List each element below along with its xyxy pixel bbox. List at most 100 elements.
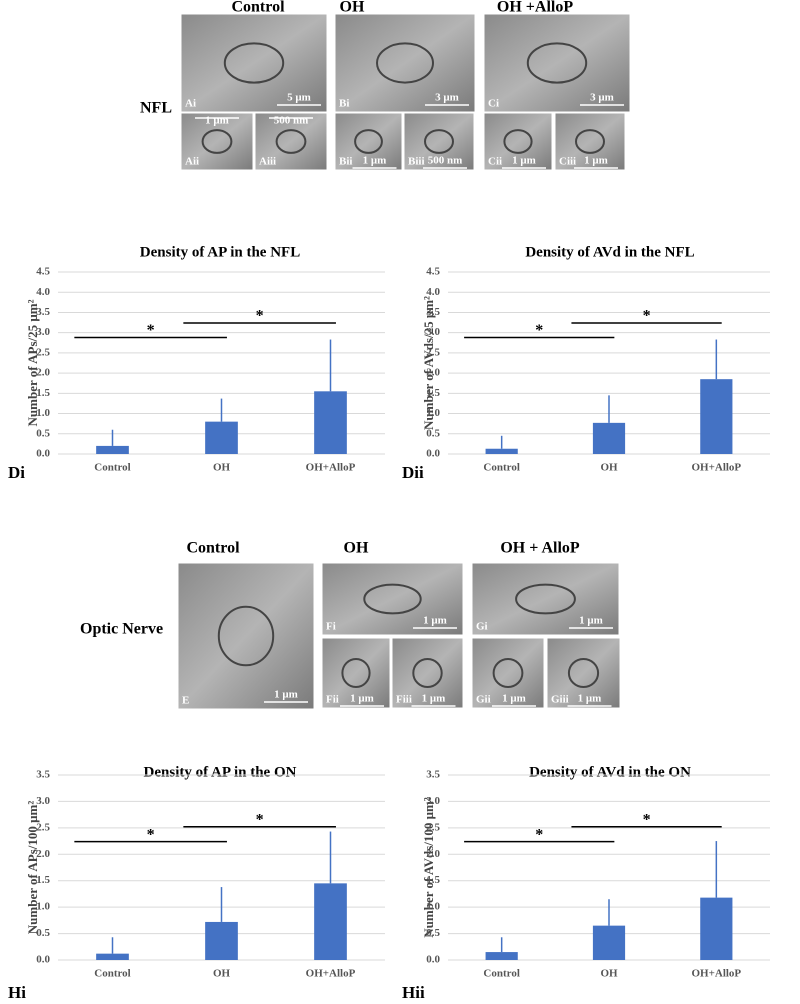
panel-label: Hi — [8, 983, 26, 1002]
bar — [96, 445, 129, 454]
micrograph — [180, 13, 328, 113]
micrograph-feature — [567, 658, 600, 688]
x-tick-label: Control — [94, 968, 130, 980]
micrograph — [546, 637, 621, 709]
panel-label: Hii — [402, 983, 425, 1002]
bar — [96, 953, 129, 960]
significance-star: * — [256, 811, 264, 828]
micrograph-feature — [424, 129, 454, 154]
significance-star: * — [147, 322, 155, 339]
panel-label: Giii — [551, 694, 569, 706]
micrograph — [254, 112, 328, 171]
scale-label: 1 μm — [502, 693, 526, 705]
panel-label: Bi — [339, 98, 349, 110]
y-tick-label: 0.5 — [426, 927, 440, 939]
panel-label: Ciii — [559, 156, 576, 168]
micrograph — [334, 13, 476, 113]
significance-star: * — [643, 308, 651, 325]
micrograph — [391, 637, 464, 709]
scale-label: 3 μm — [590, 92, 614, 104]
micrograph — [180, 112, 254, 171]
panel-label: Fi — [326, 621, 336, 633]
scale-label: 3 μm — [435, 92, 459, 104]
y-tick-label: 0.0 — [36, 448, 50, 460]
panel-label: Aiii — [259, 156, 276, 168]
row-label: NFL — [140, 100, 172, 117]
bar — [205, 921, 238, 960]
column-header: OH — [340, 0, 365, 16]
scale-label: 5 μm — [287, 92, 311, 104]
micrograph-feature — [275, 129, 307, 154]
y-tick-label: 2.0 — [426, 367, 440, 379]
bar — [205, 421, 238, 454]
y-tick-label: 0.0 — [426, 448, 440, 460]
y-axis-label: Number of APs/100 μm² — [25, 801, 40, 935]
panel-label: Gii — [476, 694, 491, 706]
y-tick-label: 4.5 — [36, 266, 50, 278]
micrograph-feature — [515, 583, 576, 615]
x-tick-label: OH+AlloP — [692, 462, 742, 474]
panel-label: Fiii — [396, 694, 412, 706]
micrograph-feature — [526, 42, 588, 84]
y-tick-label: 3.0 — [36, 795, 50, 807]
micrograph-feature — [363, 583, 422, 615]
panel-label: Fii — [326, 694, 339, 706]
chart-title: Density of AP in the ON — [144, 764, 297, 780]
y-tick-label: 2.5 — [426, 821, 440, 833]
scale-label: 1 μm — [274, 689, 298, 701]
scale-label: 1 μm — [579, 615, 603, 627]
y-tick-label: 4.0 — [426, 286, 440, 298]
micrograph — [403, 112, 475, 171]
scale-label: 1 μm — [363, 155, 387, 167]
bar — [592, 925, 626, 960]
y-tick-label: 1.0 — [36, 407, 50, 419]
y-tick-label: 3.5 — [36, 769, 50, 781]
y-tick-label: 1.5 — [426, 387, 440, 399]
micrograph-feature — [341, 658, 371, 688]
panel-label: Bii — [339, 156, 352, 168]
y-tick-label: 0.5 — [36, 427, 50, 439]
micrograph — [554, 112, 626, 171]
significance-star: * — [535, 322, 543, 339]
micrograph — [471, 637, 545, 709]
y-tick-label: 3.0 — [426, 795, 440, 807]
x-tick-label: Control — [483, 968, 519, 980]
panel-label: Ci — [488, 98, 499, 110]
scale-label: 1 μm — [584, 155, 608, 167]
micrograph-feature — [376, 42, 434, 84]
y-tick-label: 2.0 — [426, 848, 440, 860]
micrograph — [483, 112, 553, 171]
panel-label: Biii — [408, 156, 425, 168]
y-axis-label: Number of AVds/100 μm² — [421, 797, 436, 938]
bar — [314, 883, 347, 960]
y-tick-label: 0.0 — [426, 954, 440, 966]
bar — [485, 952, 518, 960]
y-tick-label: 1.0 — [426, 407, 440, 419]
micrograph-feature — [217, 605, 275, 667]
panel-label: Ai — [185, 98, 196, 110]
micrograph-feature — [492, 658, 524, 688]
column-header: OH — [344, 540, 369, 557]
y-tick-label: 1.0 — [426, 901, 440, 913]
y-tick-label: 2.0 — [36, 367, 50, 379]
significance-star: * — [147, 826, 155, 843]
bar — [314, 391, 347, 454]
y-tick-label: 1.5 — [36, 874, 50, 886]
bar — [700, 379, 733, 454]
x-tick-label: Control — [483, 462, 519, 474]
y-tick-label: 0.5 — [36, 927, 50, 939]
micrograph — [483, 13, 631, 113]
micrograph-feature — [201, 129, 233, 154]
micrograph — [177, 562, 315, 710]
row-label: Optic Nerve — [80, 621, 163, 638]
y-tick-label: 2.5 — [36, 821, 50, 833]
y-tick-label: 4.5 — [426, 266, 440, 278]
scale-label: 500 nm — [274, 115, 309, 127]
micrograph-feature — [354, 129, 383, 154]
bar — [592, 422, 626, 454]
micrograph-feature — [575, 129, 605, 154]
micrograph — [321, 637, 391, 709]
y-axis-label: Number of APs/25 μm² — [25, 299, 40, 426]
y-tick-label: 4.0 — [36, 286, 50, 298]
y-tick-label: 2.5 — [36, 346, 50, 358]
